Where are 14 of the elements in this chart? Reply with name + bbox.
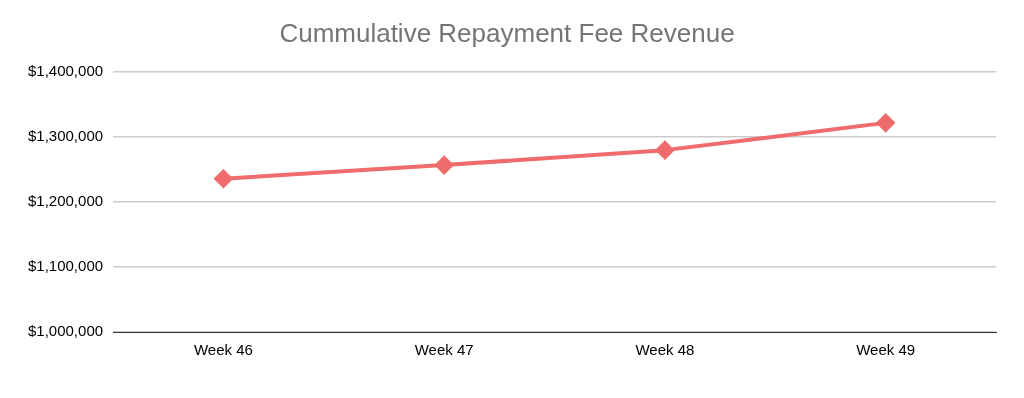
y-tick-label: $1,000,000 bbox=[28, 322, 104, 340]
y-tick-label: $1,200,000 bbox=[28, 192, 104, 210]
x-tick-label: Week 49 bbox=[856, 341, 916, 359]
y-tick-label: $1,300,000 bbox=[28, 127, 104, 145]
point bbox=[655, 141, 674, 160]
point bbox=[876, 113, 895, 132]
y-tick-label: $1,400,000 bbox=[28, 62, 104, 80]
x-tick-label: Week 46 bbox=[193, 341, 253, 359]
x-tick-label: Week 47 bbox=[414, 341, 474, 359]
point bbox=[214, 169, 233, 188]
chart-title: Cummulative Repayment Fee Revenue bbox=[279, 17, 735, 48]
x-tick-label: Week 48 bbox=[635, 341, 695, 359]
point bbox=[435, 156, 454, 175]
y-tick-label: $1,100,000 bbox=[28, 257, 104, 275]
